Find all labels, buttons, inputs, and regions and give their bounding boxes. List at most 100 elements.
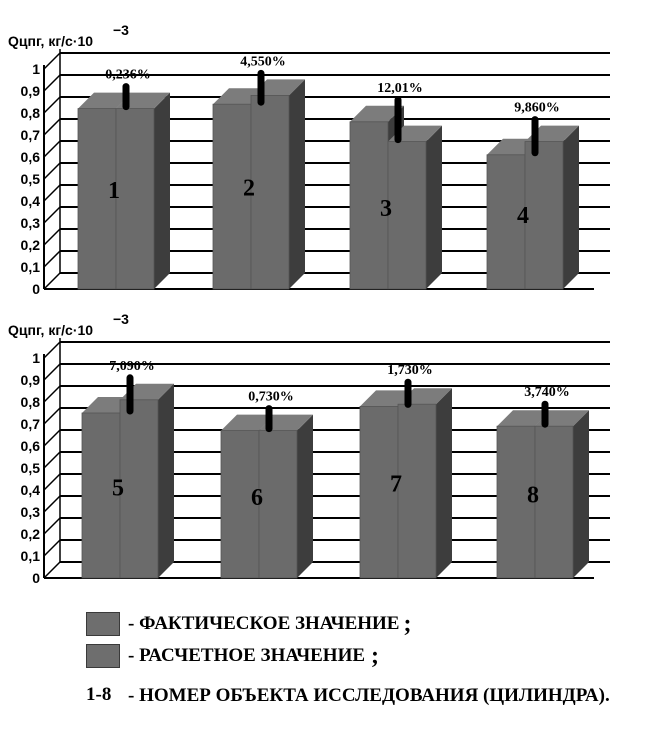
y-tick-label: 1 xyxy=(32,350,40,366)
legend-swatch-actual xyxy=(86,612,120,636)
legend-suffix-actual: ; xyxy=(403,610,412,637)
bar-side-s2-1 xyxy=(154,92,170,289)
grid-line-side xyxy=(43,539,61,557)
y-tick-label: 0,1 xyxy=(21,548,41,564)
error-label: 1,730% xyxy=(387,363,433,378)
error-label: 3,740% xyxy=(524,385,570,400)
bar-s1-4 xyxy=(486,154,526,290)
y-tick-label: 0,9 xyxy=(21,83,41,99)
grid-line-side xyxy=(43,184,61,202)
bar-s1-1 xyxy=(77,108,117,290)
category-label: 7 xyxy=(390,472,402,498)
y-axis-label-exponent: −3 xyxy=(113,22,129,38)
bar-top-s1-8 xyxy=(497,410,551,427)
grid-line-side xyxy=(43,385,61,403)
legend-range-text: - НОМЕР ОБЪЕКТА ИССЛЕДОВАНИЯ (ЦИЛИНДРА). xyxy=(128,685,610,706)
grid-line-side xyxy=(43,495,61,513)
y-axis-label: Qцпг, кг/с·10 xyxy=(8,33,93,49)
bar-side-s2-3 xyxy=(426,125,442,289)
y-tick-label: 0,9 xyxy=(21,372,41,388)
legend: - ФАКТИЧЕСКОЕ ЗНАЧЕНИЕ; - РАСЧЕТНОЕ ЗНАЧ… xyxy=(86,608,646,708)
y-tick-label: 0,6 xyxy=(21,438,41,454)
grid-line-side xyxy=(43,341,61,359)
y-axis-label: Qцпг, кг/с·10 xyxy=(8,322,93,338)
grid-line-side xyxy=(43,473,61,491)
bar-s2-1 xyxy=(115,108,155,290)
y-tick-label: 0,7 xyxy=(21,127,41,143)
bar-side-s2-6 xyxy=(297,414,313,578)
legend-label-calc: - РАСЧЕТНОЕ ЗНАЧЕНИЕ xyxy=(128,645,366,666)
bar-side-s2-8 xyxy=(573,410,589,578)
bar-top-s1-1 xyxy=(78,92,132,109)
error-label: 4,550% xyxy=(240,54,286,69)
grid-line-side xyxy=(43,561,61,579)
y-tick-label: 0,3 xyxy=(21,215,41,231)
y-tick-label: 0,6 xyxy=(21,149,41,165)
bar-s1-2 xyxy=(212,103,252,290)
grid-line-side xyxy=(43,451,61,469)
grid-line-side xyxy=(43,363,61,381)
legend-swatch-calc xyxy=(86,644,120,668)
category-label: 3 xyxy=(380,196,392,222)
y-tick-label: 0 xyxy=(32,281,40,297)
y-tick-label: 1 xyxy=(32,61,40,77)
legend-item-calc: - РАСЧЕТНОЕ ЗНАЧЕНИЕ; xyxy=(86,640,646,672)
bar-s1-5 xyxy=(81,412,121,579)
y-tick-label: 0,2 xyxy=(21,526,41,542)
y-tick-label: 0,7 xyxy=(21,416,41,432)
legend-label-actual: - ФАКТИЧЕСКОЕ ЗНАЧЕНИЕ xyxy=(128,613,400,634)
grid-line-side xyxy=(43,407,61,425)
legend-item-range: 1-8 - НОМЕР ОБЪЕКТА ИССЛЕДОВАНИЯ (ЦИЛИНД… xyxy=(86,684,646,708)
bar-top-s1-3 xyxy=(350,105,404,122)
bar-s2-2 xyxy=(250,95,290,290)
category-label: 5 xyxy=(112,475,124,501)
y-tick-label: 0,2 xyxy=(21,237,41,253)
grid-line-side xyxy=(43,250,61,268)
legend-range-label: 1-8 xyxy=(86,684,112,705)
y-tick-label: 0,5 xyxy=(21,171,41,187)
y-tick-label: 0,4 xyxy=(21,193,41,209)
grid-line-side xyxy=(43,272,61,290)
grid-line-side xyxy=(43,206,61,224)
error-label: 0,730% xyxy=(248,390,294,405)
error-label: 12,01% xyxy=(377,81,423,96)
legend-item-actual: - ФАКТИЧЕСКОЕ ЗНАЧЕНИЕ; xyxy=(86,608,646,640)
y-tick-label: 0,8 xyxy=(21,394,41,410)
bar-s1-7 xyxy=(359,405,399,579)
grid-line-side xyxy=(43,429,61,447)
y-tick-label: 0,4 xyxy=(21,482,41,498)
grid-line-side xyxy=(43,162,61,180)
grid-line-side xyxy=(43,140,61,158)
grid-line-side xyxy=(43,517,61,535)
category-label: 2 xyxy=(243,175,255,201)
bar-s2-7 xyxy=(397,403,437,579)
bar-s2-3 xyxy=(387,141,427,290)
bar-s1-3 xyxy=(349,121,389,290)
category-label: 8 xyxy=(527,483,539,509)
grid-line-side xyxy=(43,96,61,114)
grid-line-side xyxy=(43,74,61,92)
legend-suffix-calc: ; xyxy=(371,642,380,669)
y-axis-label-exponent: −3 xyxy=(113,311,129,327)
bar-top-s1-6 xyxy=(221,414,275,431)
y-tick-label: 0,5 xyxy=(21,460,41,476)
bar-side-s2-4 xyxy=(563,125,579,289)
category-label: 4 xyxy=(517,203,529,229)
category-label: 1 xyxy=(108,178,120,204)
bar-side-s2-2 xyxy=(289,79,305,290)
category-label: 6 xyxy=(251,485,263,511)
bar-side-s2-5 xyxy=(158,383,174,578)
error-label: 0,236% xyxy=(105,68,151,83)
error-label: 9,860% xyxy=(514,101,560,116)
charts-canvas: 0 0,1 0,2 0,3 0,4 0,5 0,6 0,7 0,8 0,9 1 Qцпг, кг/с·… xyxy=(8,22,610,586)
y-tick-label: 0,3 xyxy=(21,504,41,520)
bar-s2-4 xyxy=(524,141,564,290)
bar-s1-6 xyxy=(220,430,260,579)
grid-line-side xyxy=(43,52,61,70)
bar-s2-8 xyxy=(534,425,574,579)
error-label: 7,090% xyxy=(109,359,155,374)
bar-side-s2-7 xyxy=(436,388,452,578)
y-tick-label: 0,8 xyxy=(21,105,41,121)
bar-s1-8 xyxy=(496,425,536,579)
y-tick-label: 0,1 xyxy=(21,259,41,275)
